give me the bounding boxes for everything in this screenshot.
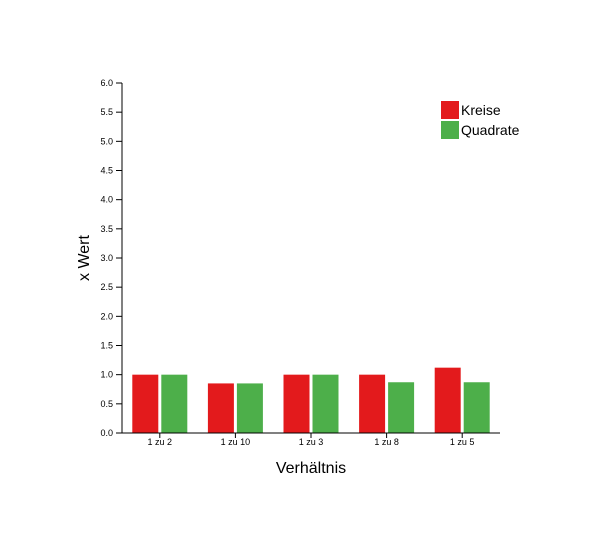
y-tick-label: 2.0	[100, 311, 113, 321]
bar-quadrate-1	[161, 375, 187, 433]
y-tick-label: 1.5	[100, 341, 113, 351]
bar-quadrate-4	[388, 382, 414, 433]
y-axis: 0.0 0.5 1.0 1.5 2.0 2.5 3.0 3.5 4.0 4.5 5.0 5.5 6.0	[100, 78, 122, 438]
x-tick-label: 1 zu 5	[450, 437, 475, 447]
legend: Kreise Quadrate	[441, 101, 520, 139]
bar-kreise-1	[132, 375, 158, 433]
bar-quadrate-5	[464, 382, 490, 433]
y-tick-label: 1.0	[100, 370, 113, 380]
y-tick-label: 2.5	[100, 282, 113, 292]
y-tick-label: 3.5	[100, 224, 113, 234]
x-axis: 1 zu 2 1 zu 10 1 zu 3 1 zu 8 1 zu 5	[122, 433, 500, 447]
bar-kreise-3	[284, 375, 310, 433]
y-tick-label: 0.5	[100, 399, 113, 409]
y-axis-title: x Wert	[76, 234, 93, 280]
y-tick-label: 3.0	[100, 253, 113, 263]
bar-kreise-5	[435, 368, 461, 433]
x-tick-label: 1 zu 3	[299, 437, 324, 447]
y-tick-label: 4.5	[100, 166, 113, 176]
legend-swatch-quadrate	[441, 121, 459, 139]
x-axis-title: Verhältnis	[276, 460, 346, 477]
bar-kreise-2	[208, 383, 234, 433]
y-tick-label: 4.0	[100, 195, 113, 205]
bar-kreise-4	[359, 375, 385, 433]
legend-label-kreise: Kreise	[461, 102, 501, 118]
y-tick-label: 5.5	[100, 107, 113, 117]
x-tick-label: 1 zu 8	[374, 437, 399, 447]
bars-group	[132, 368, 489, 433]
y-tick-label: 6.0	[100, 78, 113, 88]
x-tick-label: 1 zu 2	[148, 437, 173, 447]
y-tick-label: 0.0	[100, 428, 113, 438]
bar-quadrate-2	[237, 383, 263, 433]
legend-swatch-kreise	[441, 101, 459, 119]
x-tick-label: 1 zu 10	[221, 437, 251, 447]
legend-label-quadrate: Quadrate	[461, 122, 520, 138]
y-tick-label: 5.0	[100, 136, 113, 146]
bar-quadrate-3	[313, 375, 339, 433]
